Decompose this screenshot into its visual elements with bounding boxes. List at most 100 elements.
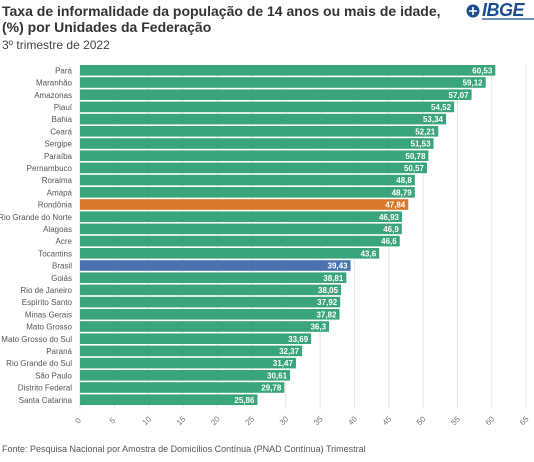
- bar: [80, 199, 409, 210]
- value-label: 47,84: [385, 201, 406, 210]
- category-label: Bahia: [52, 115, 73, 124]
- x-tick-label: 55: [449, 414, 462, 427]
- value-label: 57,07: [449, 91, 470, 100]
- bar: [80, 382, 285, 393]
- value-label: 30,61: [267, 371, 288, 380]
- category-label: Amapá: [47, 188, 73, 197]
- category-label: Acre: [56, 237, 73, 246]
- category-label: Sergipe: [44, 140, 72, 149]
- category-label: Mato Grosso do Sul: [1, 335, 72, 344]
- value-label: 38,81: [323, 274, 344, 283]
- category-label: Alagoas: [43, 225, 72, 234]
- x-tick-label: 25: [243, 414, 256, 427]
- bar: [80, 89, 472, 100]
- value-label: 29,78: [261, 384, 282, 393]
- category-label: Piauí: [54, 103, 73, 112]
- category-label: Mato Grosso: [26, 323, 72, 332]
- bar: [80, 187, 415, 198]
- x-tick-label: 45: [381, 414, 394, 427]
- value-label: 48,8: [396, 176, 412, 185]
- bar: [80, 370, 291, 381]
- value-label: 52,21: [415, 127, 436, 136]
- bar: [80, 345, 303, 357]
- bar: [80, 272, 347, 283]
- category-label: Santa Catarina: [19, 396, 73, 405]
- x-tick-label: 40: [346, 414, 359, 427]
- category-label: Roraima: [42, 176, 73, 185]
- bar: [80, 138, 434, 149]
- category-label: São Paulo: [35, 371, 72, 380]
- bar: [80, 309, 340, 320]
- value-label: 51,53: [411, 140, 432, 149]
- category-label: Rio Grande do Sul: [6, 359, 72, 368]
- bar: [80, 174, 415, 186]
- value-label: 38,05: [318, 286, 339, 295]
- bar: [80, 113, 446, 125]
- value-label: 37,82: [316, 310, 337, 319]
- bar: [80, 235, 400, 247]
- category-label: Distrito Federal: [18, 384, 72, 393]
- value-label: 48,79: [392, 188, 413, 197]
- bar: [80, 65, 496, 76]
- category-label: Goiás: [51, 274, 72, 283]
- value-label: 50,57: [404, 164, 425, 173]
- x-tick-label: 15: [175, 414, 188, 427]
- chart-subtitle: 3º trimestre de 2022: [2, 38, 110, 52]
- value-label: 53,34: [423, 115, 444, 124]
- category-label: Espírito Santo: [22, 298, 73, 307]
- value-label: 37,92: [317, 298, 338, 307]
- bar: [80, 223, 402, 235]
- category-label: Paraíba: [44, 152, 73, 161]
- value-label: 46,6: [381, 237, 397, 246]
- x-tick-label: 35: [312, 414, 325, 427]
- category-label: Tocantins: [38, 249, 72, 258]
- value-label: 33,69: [288, 335, 309, 344]
- bar: [80, 394, 258, 405]
- bar: [80, 211, 403, 222]
- category-label: Minas Gerais: [25, 310, 72, 319]
- ibge-mark-icon: [466, 4, 480, 18]
- ibge-logo-text: IBGE: [482, 0, 525, 20]
- x-tick-label: 5: [108, 416, 118, 426]
- value-label: 39,43: [328, 262, 349, 271]
- value-label: 50,78: [405, 152, 426, 161]
- value-label: 32,37: [279, 347, 300, 356]
- bar: [80, 101, 455, 113]
- value-label: 43,6: [361, 249, 377, 258]
- value-label: 25,86: [234, 396, 255, 405]
- bar: [80, 248, 380, 259]
- value-label: 46,9: [383, 225, 399, 234]
- x-tick-label: 50: [415, 414, 428, 427]
- value-label: 54,52: [431, 103, 452, 112]
- category-label: Pará: [55, 66, 72, 75]
- value-label: 60,53: [472, 66, 493, 75]
- category-label: Rio Grande do Norte: [0, 213, 73, 222]
- bar: [80, 162, 427, 174]
- x-tick-label: 60: [484, 414, 497, 427]
- category-label: Brasil: [52, 262, 72, 271]
- bar: [80, 321, 330, 332]
- bar-chart: 0 5 10 15 20 25 30 35 40 45 50 55 60 65 Pará 60,53 Maran…: [0, 65, 531, 427]
- category-label: Paraná: [46, 347, 72, 356]
- category-label: Pernambuco: [27, 164, 73, 173]
- value-label: 36,3: [310, 323, 326, 332]
- category-label: Ceará: [50, 127, 72, 136]
- ibge-logo: IBGE: [466, 0, 534, 24]
- source-note: Fonte: Pesquisa Nacional por Amostra de …: [2, 444, 366, 454]
- x-tick-label: 0: [73, 416, 83, 426]
- ibge-logo-underline: [482, 18, 534, 20]
- bar: [80, 357, 296, 369]
- value-label: 31,47: [273, 359, 294, 368]
- value-label: 59,12: [463, 79, 484, 88]
- x-tick-label: 65: [518, 414, 531, 427]
- bar: [80, 284, 342, 296]
- category-label: Amazonas: [34, 91, 72, 100]
- category-label: Maranhão: [36, 79, 73, 88]
- x-tick-label: 20: [209, 414, 222, 427]
- category-label: Rondônia: [38, 201, 73, 210]
- bar: [80, 296, 341, 308]
- bar: [80, 333, 312, 344]
- bar: [80, 260, 351, 271]
- x-tick-label: 10: [141, 414, 154, 427]
- category-label: Rio de Janeiro: [20, 286, 72, 295]
